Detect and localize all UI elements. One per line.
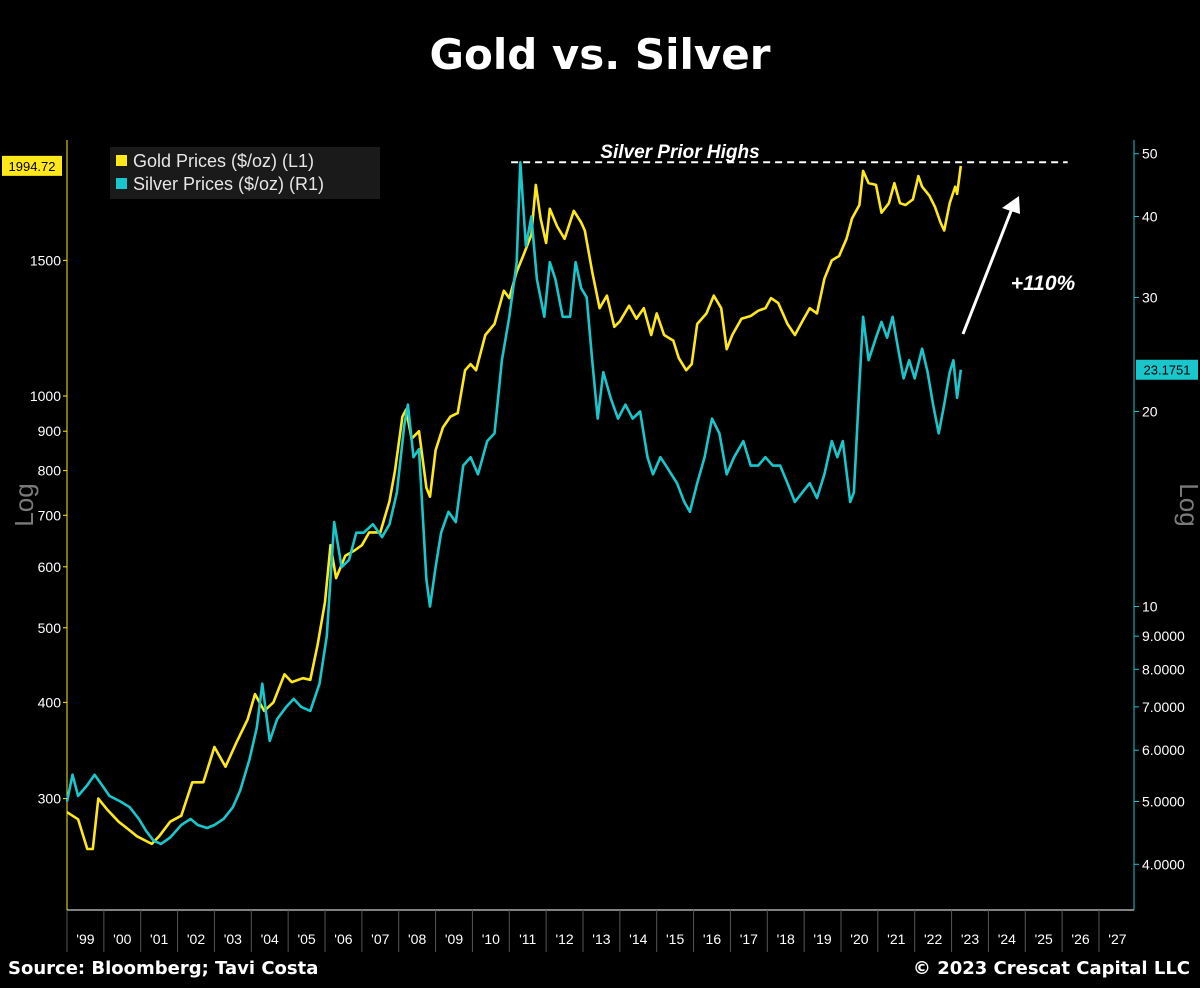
x-axis-tick-label: '23 (961, 931, 979, 947)
chart-legend: Gold Prices ($/oz) (L1) Silver Prices ($… (110, 147, 380, 199)
right-axis-label: Log (1174, 483, 1200, 526)
x-axis-tick-label: '02 (187, 931, 205, 947)
legend-swatch-silver (116, 178, 127, 189)
right-axis-tick-label: 5.0000 (1142, 794, 1185, 810)
x-axis-tick-label: '09 (445, 931, 463, 947)
x-axis-tick-label: '20 (850, 931, 868, 947)
right-axis-tick-label: 20 (1142, 404, 1158, 420)
x-axis-tick-label: '16 (703, 931, 721, 947)
x-axis-tick-label: '01 (150, 931, 168, 947)
x-axis-tick-label: '14 (629, 931, 647, 947)
gain-arrow-head (1002, 196, 1020, 214)
legend-label-gold: Gold Prices ($/oz) (L1) (133, 151, 315, 171)
source-note: Source: Bloomberg; Tavi Costa (8, 958, 319, 979)
left-axis-tick-label: 800 (38, 463, 62, 479)
right-axis-tick-label: 40 (1142, 209, 1158, 225)
silver-last-value-text: 23.1751 (1144, 363, 1191, 378)
series-line-silver (65, 161, 963, 846)
series-line-gold (66, 165, 963, 851)
x-axis-tick-label: '13 (592, 931, 610, 947)
legend-item-silver: Silver Prices ($/oz) (R1) (116, 174, 324, 195)
right-axis-tick-label: 7.0000 (1142, 699, 1185, 715)
right-axis-tick-label: 10 (1142, 599, 1158, 615)
x-axis-tick-label: '10 (482, 931, 500, 947)
gain-arrow-shaft (961, 205, 1015, 335)
left-axis-tick-label: 900 (38, 423, 62, 439)
x-axis-tick-label: '25 (1035, 931, 1053, 947)
x-axis-tick-label: '22 (924, 931, 942, 947)
x-axis-tick-label: '03 (224, 931, 242, 947)
x-axis-tick-label: '99 (76, 931, 94, 947)
gain-label: +110% (1011, 272, 1076, 295)
x-axis-tick-label: '12 (555, 931, 573, 947)
x-axis-tick-label: '06 (334, 931, 352, 947)
x-axis-tick-label: '07 (371, 931, 389, 947)
right-axis-tick-label: 30 (1142, 289, 1158, 305)
copyright-note: © 2023 Crescat Capital LLC (912, 958, 1190, 979)
x-axis-tick-label: '11 (519, 931, 536, 947)
x-axis-tick-label: '18 (777, 931, 795, 947)
gold-last-value-badge (2, 155, 62, 176)
left-axis-label: Log (9, 483, 39, 526)
x-axis-tick-label: '26 (1071, 931, 1089, 947)
x-axis-tick-label: '24 (998, 931, 1016, 947)
x-axis-tick-label: '08 (408, 931, 426, 947)
gold-last-value-text: 1994.72 (9, 159, 56, 174)
chart-annotation-layer: Silver Prior Highs +110% (511, 142, 1076, 335)
right-axis-tick-label: 4.0000 (1142, 856, 1185, 872)
x-axis-tick-label: '27 (1108, 931, 1126, 947)
chart-axes-layer: 300 400 500 600 700 800 900 1000 1500 Log 4.0000 5.… (2, 146, 1200, 952)
x-axis-tick-label: '19 (813, 931, 831, 947)
x-axis-tick-label: '05 (297, 931, 315, 947)
x-axis-tick-label: '21 (887, 931, 905, 947)
x-axis-tick-label: '00 (113, 931, 131, 947)
right-axis-tick-label: 8.0000 (1142, 661, 1185, 677)
legend-label-silver: Silver Prices ($/oz) (R1) (133, 174, 325, 194)
x-axis-tick-label: '15 (666, 931, 684, 947)
chart-series-layer (65, 161, 963, 851)
silver-prior-highs-label: Silver Prior Highs (600, 142, 759, 163)
left-axis-tick-label: 1000 (30, 388, 61, 404)
left-axis-tick-label: 600 (38, 559, 62, 575)
left-axis-tick-label: 500 (38, 620, 62, 636)
x-axis-tick-label: '04 (261, 931, 279, 947)
right-axis-tick-label: 9.0000 (1142, 628, 1185, 644)
right-axis-tick-label: 50 (1142, 146, 1158, 162)
right-axis-tick-label: 6.0000 (1142, 742, 1185, 758)
left-axis-tick-label: 1500 (30, 252, 61, 268)
left-axis-tick-label: 400 (38, 694, 62, 710)
legend-item-gold: Gold Prices ($/oz) (L1) (116, 151, 314, 172)
chart-title: Gold vs. Silver (429, 30, 771, 79)
chart-frame (66, 140, 1135, 911)
legend-swatch-gold (116, 155, 127, 166)
silver-last-value-badge (1136, 359, 1198, 380)
x-axis-tick-label: '17 (740, 931, 758, 947)
left-axis-tick-label: 700 (38, 507, 62, 523)
left-axis-tick-label: 300 (38, 791, 62, 807)
